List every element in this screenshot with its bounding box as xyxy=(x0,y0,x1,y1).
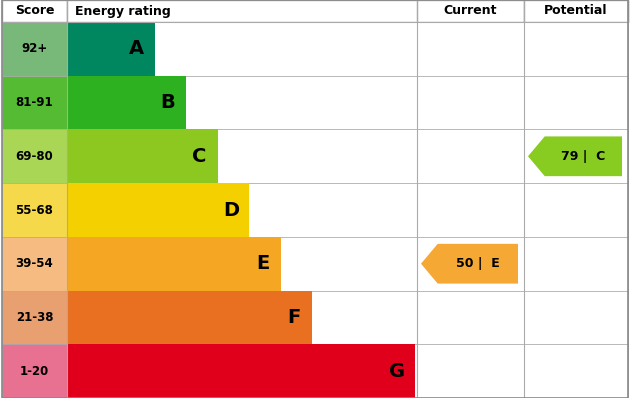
Text: E: E xyxy=(256,254,269,273)
Text: D: D xyxy=(223,201,239,220)
Bar xyxy=(67,291,312,344)
Polygon shape xyxy=(421,244,518,284)
Text: F: F xyxy=(287,308,301,327)
Bar xyxy=(417,344,524,398)
Bar xyxy=(2,76,67,129)
Bar xyxy=(524,0,628,22)
Polygon shape xyxy=(528,137,622,176)
Text: A: A xyxy=(129,39,144,59)
Bar xyxy=(524,129,628,183)
Bar xyxy=(524,344,628,398)
Bar xyxy=(417,291,524,344)
Bar xyxy=(67,183,249,237)
Bar xyxy=(2,344,67,398)
Bar xyxy=(2,0,67,22)
Text: 1-20: 1-20 xyxy=(20,365,49,378)
Text: 21-38: 21-38 xyxy=(16,311,54,324)
Bar xyxy=(67,76,417,129)
Text: 81-91: 81-91 xyxy=(16,96,54,109)
Bar xyxy=(524,76,628,129)
Bar xyxy=(417,76,524,129)
Bar xyxy=(67,22,154,76)
Bar xyxy=(67,344,417,398)
Text: Energy rating: Energy rating xyxy=(75,4,171,18)
Text: Potential: Potential xyxy=(544,4,608,18)
Bar xyxy=(67,291,417,344)
Bar xyxy=(417,0,524,22)
Bar xyxy=(67,344,415,398)
Bar xyxy=(2,129,67,183)
Text: C: C xyxy=(192,147,207,166)
Bar xyxy=(417,129,524,183)
Bar xyxy=(524,22,628,76)
Bar xyxy=(67,183,417,237)
Bar xyxy=(417,237,524,291)
Text: B: B xyxy=(161,93,175,112)
Text: 92+: 92+ xyxy=(21,42,48,55)
Bar xyxy=(417,183,524,237)
Bar xyxy=(67,22,417,76)
Bar xyxy=(2,237,67,291)
Text: 79 |  C: 79 | C xyxy=(561,150,605,163)
Bar xyxy=(67,129,417,183)
Bar xyxy=(417,22,524,76)
Text: 39-54: 39-54 xyxy=(16,257,54,270)
Bar xyxy=(2,22,67,76)
Text: Score: Score xyxy=(14,4,54,18)
Bar xyxy=(524,183,628,237)
Bar xyxy=(2,183,67,237)
Text: G: G xyxy=(389,362,405,380)
Bar xyxy=(67,237,417,291)
Bar xyxy=(524,291,628,344)
Bar xyxy=(2,291,67,344)
Text: Current: Current xyxy=(444,4,497,18)
Bar xyxy=(67,0,628,22)
Text: 69-80: 69-80 xyxy=(16,150,54,163)
Text: 55-68: 55-68 xyxy=(16,203,54,217)
Text: 50 |  E: 50 | E xyxy=(456,257,500,270)
Bar xyxy=(67,129,217,183)
Bar xyxy=(524,237,628,291)
Bar xyxy=(67,237,280,291)
Bar xyxy=(67,76,186,129)
